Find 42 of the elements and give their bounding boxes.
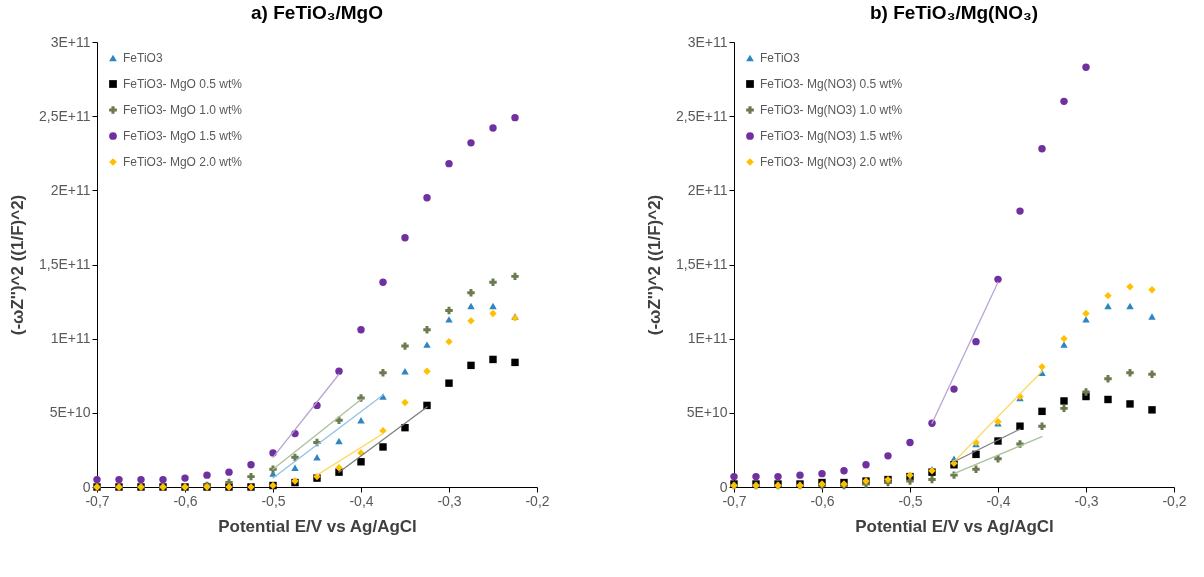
- x-tick-label: -0,5: [261, 492, 286, 509]
- x-tick-label: -0,2: [525, 492, 550, 509]
- y-tick-label: 1,5E+11: [675, 256, 728, 272]
- y-tick-label: 0: [82, 478, 91, 495]
- legend-label: FeTiO3- Mg(NO3) 2.0 wt%: [760, 155, 903, 169]
- x-tick-label: -0,7: [722, 492, 747, 509]
- legend-label: FeTiO3: [760, 51, 800, 65]
- chart-title: b) FeTiO₃/Mg(NO₃): [869, 2, 1039, 23]
- legend-label: FeTiO3- MgO 0.5 wt%: [123, 77, 243, 91]
- legend-label: FeTiO3- MgO 1.0 wt%: [123, 103, 243, 117]
- y-tick-label: 2,5E+11: [675, 107, 728, 124]
- x-tick-label: -0,3: [1074, 492, 1099, 509]
- x-tick-label: -0,3: [437, 492, 462, 509]
- legend-label: FeTiO3- MgO 1.5 wt%: [123, 129, 243, 143]
- y-tick-label: 1E+11: [687, 330, 728, 347]
- y-tick-label: 2E+11: [50, 181, 91, 198]
- y-tick-label: 1E+11: [50, 330, 91, 347]
- legend-label: FeTiO3- Mg(NO3) 0.5 wt%: [760, 77, 903, 91]
- legend-label: FeTiO3: [123, 51, 163, 65]
- x-axis-title: Potential E/V vs Ag/AgCl: [855, 516, 1054, 536]
- legend-label: FeTiO3- Mg(NO3) 1.0 wt%: [760, 103, 903, 117]
- x-axis-title: Potential E/V vs Ag/AgCl: [218, 516, 417, 536]
- x-tick-label: -0,2: [1162, 492, 1187, 509]
- y-axis-title: (-ωZ'')^2 ((1/F)^2): [644, 194, 664, 336]
- x-tick-label: -0,6: [173, 492, 198, 509]
- y-tick-label: 5E+10: [49, 404, 91, 421]
- x-tick-label: -0,6: [810, 492, 835, 509]
- legend-label: FeTiO3- Mg(NO3) 1.5 wt%: [760, 129, 903, 143]
- x-tick-label: -0,7: [85, 492, 110, 509]
- chart-title: a) FeTiO₃/MgO: [251, 2, 383, 23]
- y-tick-label: 3E+11: [687, 33, 728, 50]
- y-tick-label: 3E+11: [50, 33, 91, 50]
- legend-label: FeTiO3- MgO 2.0 wt%: [123, 155, 243, 169]
- y-tick-label: 1,5E+11: [38, 256, 91, 272]
- y-tick-label: 5E+10: [686, 404, 728, 421]
- y-tick-label: 2E+11: [687, 181, 728, 198]
- y-tick-label: 0: [719, 478, 728, 495]
- x-tick-label: -0,5: [898, 492, 923, 509]
- x-tick-label: -0,4: [349, 492, 374, 509]
- y-axis-title: (-ωZ'')^2 ((1/F)^2): [7, 194, 27, 336]
- x-tick-label: -0,4: [986, 492, 1011, 509]
- y-tick-label: 2,5E+11: [38, 107, 91, 124]
